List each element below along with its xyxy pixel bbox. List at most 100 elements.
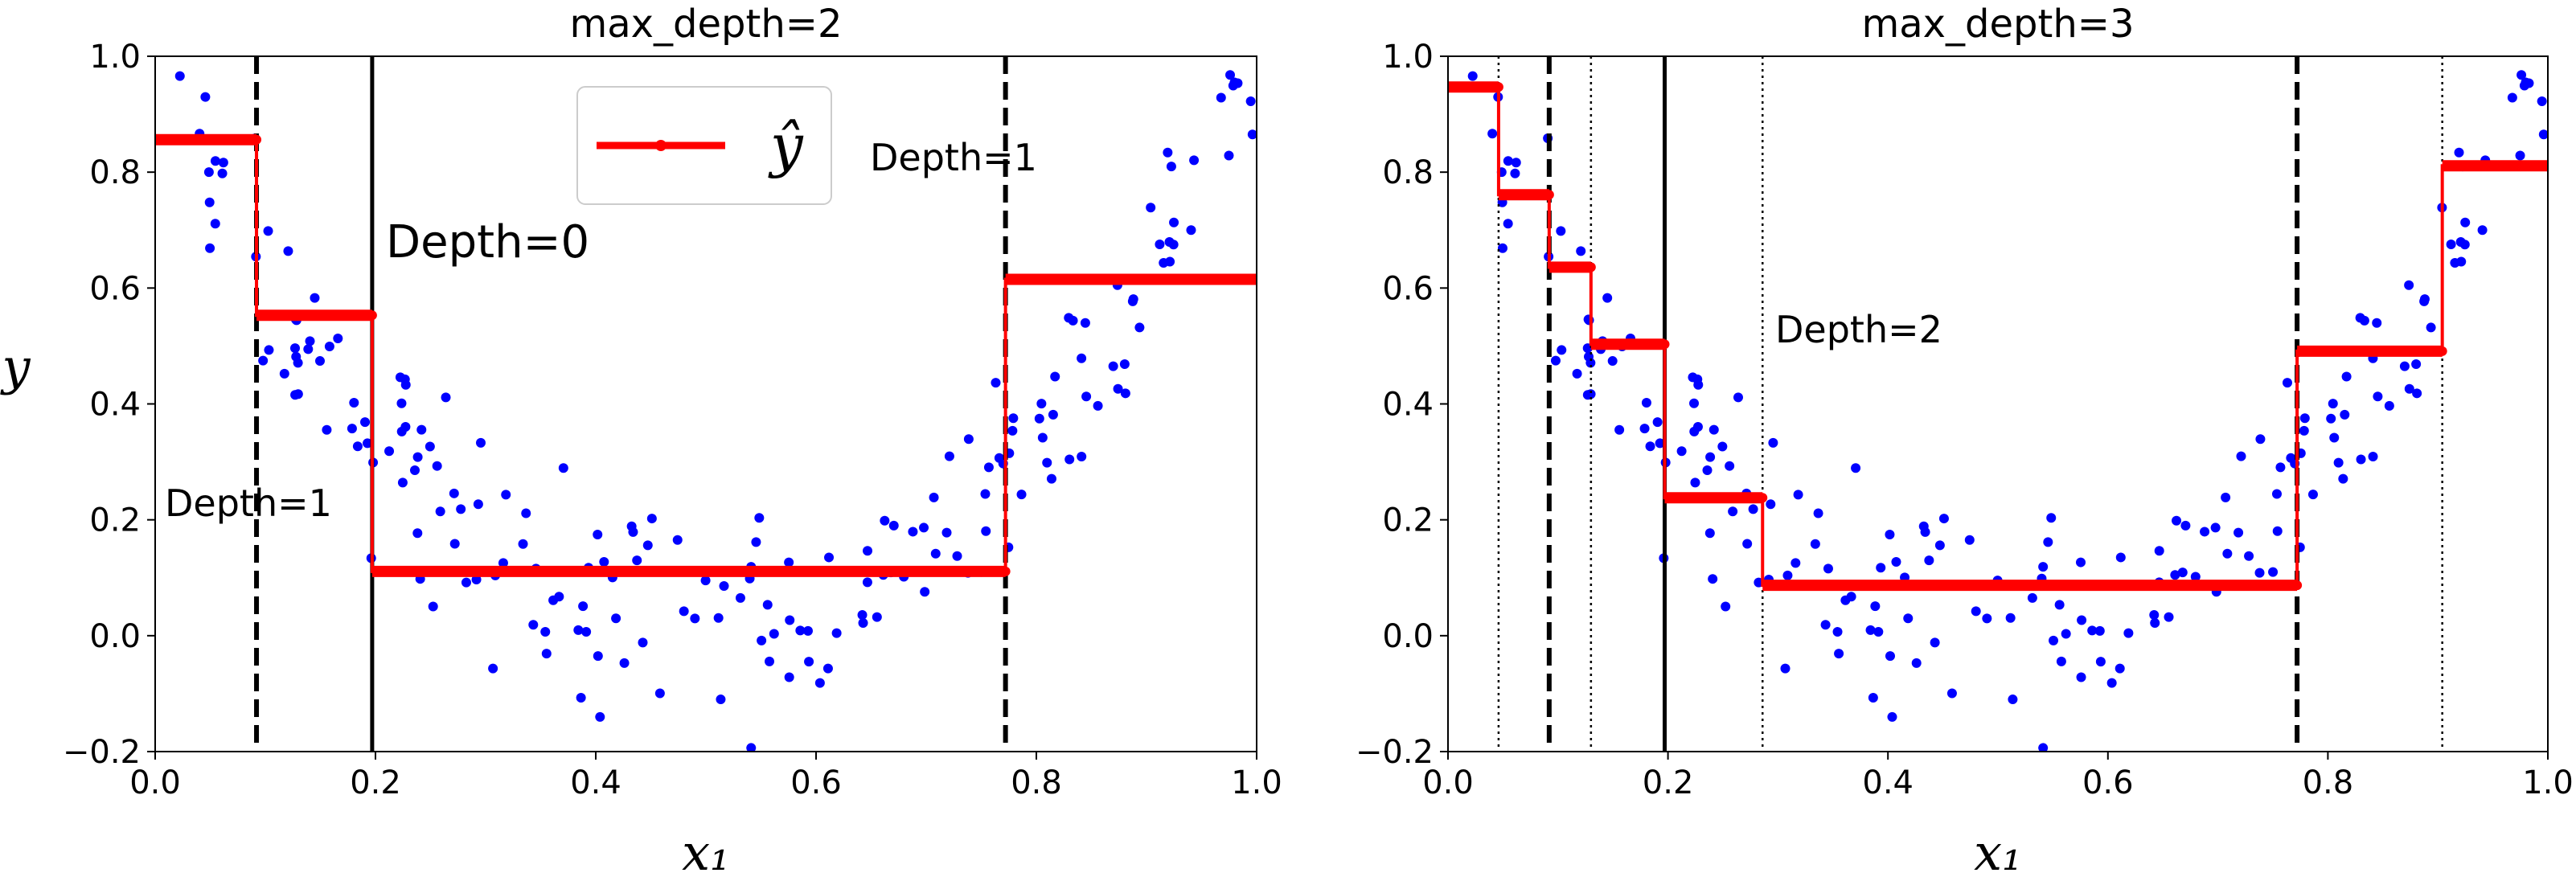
data-point <box>347 424 357 434</box>
data-point <box>765 656 775 666</box>
data-point <box>461 577 471 588</box>
data-point <box>1503 156 1513 166</box>
data-point <box>690 613 700 624</box>
data-point <box>1911 658 1922 668</box>
data-point <box>1556 226 1566 236</box>
data-point <box>2282 378 2292 388</box>
left-subplot-max-depth-2: max_depth=2 −0.20.00.20.40.60.81.0 0.0 0.… <box>0 2 1282 881</box>
data-point <box>2524 78 2534 88</box>
data-point <box>2368 451 2378 461</box>
data-point <box>573 625 584 635</box>
data-point <box>396 426 407 436</box>
data-point <box>963 434 974 445</box>
data-point <box>1823 563 1833 574</box>
data-point <box>303 344 314 354</box>
data-point <box>2272 526 2283 536</box>
data-point <box>983 462 994 473</box>
data-point <box>632 555 642 566</box>
data-point <box>412 452 423 462</box>
data-point <box>1971 606 1981 617</box>
x-tick-label: 1.0 <box>1231 764 1282 801</box>
data-point <box>611 613 621 624</box>
data-point <box>2177 568 2188 578</box>
data-point <box>1639 424 1650 434</box>
data-point <box>2038 562 2049 572</box>
right-subplot-max-depth-3: max_depth=3 −0.20.00.20.40.60.81.0 0.0 0.… <box>1356 2 2574 881</box>
data-point <box>540 627 551 637</box>
data-point <box>908 527 918 537</box>
prediction-marker <box>1252 274 1257 285</box>
data-point <box>862 577 872 588</box>
y-tick-label: −0.2 <box>1356 734 1434 771</box>
data-point <box>1885 651 1895 662</box>
data-point <box>2210 522 2221 533</box>
data-point <box>2255 434 2266 445</box>
data-point <box>1870 601 1881 612</box>
data-point <box>2404 280 2414 290</box>
data-point <box>1108 361 1118 371</box>
data-point <box>1876 563 1886 573</box>
data-point <box>784 557 794 568</box>
data-point <box>2123 628 2134 638</box>
data-point <box>1652 417 1663 428</box>
data-point <box>1820 620 1831 630</box>
data-point <box>751 537 761 547</box>
data-point <box>1550 355 1561 366</box>
data-point <box>2115 552 2126 563</box>
data-point <box>1016 490 1027 500</box>
prediction-marker <box>367 310 377 321</box>
legend-label: ŷ <box>768 112 804 179</box>
data-point <box>1080 318 1090 328</box>
data-point <box>880 515 890 526</box>
data-point <box>2537 96 2547 107</box>
prediction-marker <box>1758 493 1768 503</box>
data-point <box>593 651 603 662</box>
data-point <box>352 441 363 452</box>
data-point <box>1790 558 1801 568</box>
prediction-step-connector <box>155 137 1257 573</box>
axes-frame <box>154 55 1257 752</box>
data-point <box>2328 399 2338 409</box>
data-point <box>1146 203 1156 213</box>
data-point <box>2538 129 2548 140</box>
right-plot-title: max_depth=3 <box>1861 2 2134 47</box>
data-point <box>1887 711 1897 722</box>
data-point <box>2338 473 2348 484</box>
data-point <box>1134 322 1145 333</box>
data-point <box>2076 557 2086 568</box>
data-point <box>581 626 592 637</box>
data-point <box>754 513 765 523</box>
prediction-marker <box>1585 262 1596 272</box>
right-y-tick-labels: −0.2 0.0 0.2 0.4 0.6 0.8 1.0 <box>1356 39 1448 771</box>
data-point <box>2299 425 2309 436</box>
data-point <box>1782 570 1793 580</box>
data-point <box>1645 441 1655 452</box>
data-point <box>2061 629 2071 639</box>
data-point <box>619 658 630 668</box>
data-point <box>679 606 689 617</box>
data-point <box>2008 695 2018 705</box>
data-point <box>1924 555 1934 566</box>
data-point <box>919 522 929 533</box>
data-point <box>595 711 605 722</box>
data-point <box>713 613 724 623</box>
y-tick-label: 0.2 <box>1382 502 1434 539</box>
x-tick-label: 0.2 <box>1643 764 1694 801</box>
data-point <box>2299 413 2310 424</box>
y-tick-label: 0.8 <box>89 154 141 191</box>
left-x-axis-label: x₁ <box>682 823 730 881</box>
data-point <box>1064 454 1075 465</box>
data-point <box>2412 388 2422 399</box>
data-point <box>735 592 745 603</box>
data-point <box>360 417 371 428</box>
data-point <box>1585 389 1596 400</box>
data-point <box>1585 358 1596 368</box>
data-point <box>1155 240 1165 250</box>
data-point <box>174 71 185 81</box>
data-point <box>2411 359 2422 370</box>
data-point <box>1034 413 1044 424</box>
right-x-tick-labels: 0.0 0.2 0.4 0.6 0.8 1.0 <box>1422 752 2574 801</box>
data-point <box>1576 246 1586 256</box>
x-tick-label: 0.4 <box>570 764 621 801</box>
data-point <box>1704 528 1715 539</box>
